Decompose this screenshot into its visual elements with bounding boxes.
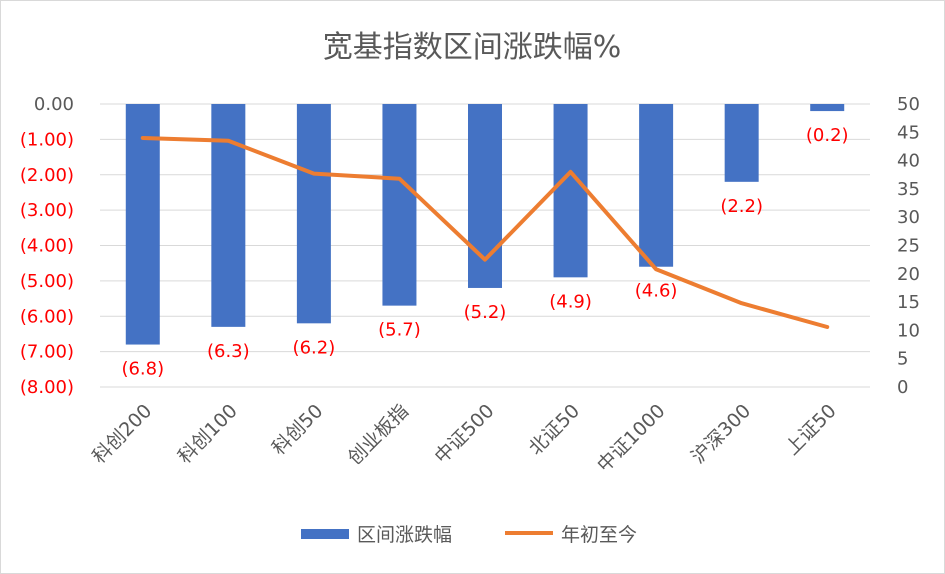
left-tick-label: (4.00) bbox=[20, 236, 74, 257]
legend: 区间涨跌幅 年初至今 bbox=[301, 524, 637, 546]
category-label: 科创200 bbox=[88, 400, 156, 468]
bar-data-label: (4.9) bbox=[549, 291, 592, 312]
category-label: 中证1000 bbox=[593, 400, 670, 477]
legend-label-bar: 区间涨跌幅 bbox=[357, 524, 452, 546]
bar bbox=[724, 104, 759, 182]
left-tick-label: (2.00) bbox=[20, 165, 74, 186]
bar bbox=[810, 104, 845, 112]
right-tick-label: 5 bbox=[897, 349, 908, 370]
bar-data-label: (5.7) bbox=[378, 320, 421, 341]
right-tick-label: 15 bbox=[897, 292, 920, 313]
bar-data-label: (6.8) bbox=[121, 359, 164, 380]
right-tick-label: 45 bbox=[897, 122, 920, 143]
left-tick-label: (1.00) bbox=[20, 129, 74, 150]
bar bbox=[382, 104, 417, 306]
right-tick-label: 0 bbox=[897, 377, 908, 398]
bar-data-label: (4.6) bbox=[635, 281, 678, 302]
bar bbox=[125, 104, 160, 345]
left-tick-label: 0.00 bbox=[34, 94, 74, 115]
left-axis: 0.00 (1.00) (2.00) (3.00) (4.00) (5.00) (6.00)… bbox=[20, 94, 74, 398]
bar-data-label: (6.3) bbox=[207, 341, 250, 362]
bar bbox=[639, 104, 674, 267]
chart-title: 宽基指数区间涨跌幅% bbox=[323, 30, 622, 65]
bar-data-label: (0.2) bbox=[806, 125, 849, 146]
category-label: 中证500 bbox=[430, 400, 498, 468]
bar-data-label: (5.2) bbox=[464, 302, 507, 323]
bar-data-labels: (6.8) (6.3) (6.2) (5.7) (5.2) (4.9) (4.6) (2.2)… bbox=[121, 125, 848, 379]
category-label: 创业板指 bbox=[344, 400, 413, 469]
bar-data-label: (2.2) bbox=[720, 196, 763, 217]
legend-swatch-bar bbox=[301, 529, 349, 539]
category-label: 科创50 bbox=[268, 400, 328, 460]
category-label: 北证50 bbox=[525, 400, 585, 460]
right-tick-label: 25 bbox=[897, 236, 920, 257]
legend-label-line: 年初至今 bbox=[561, 524, 637, 546]
bar bbox=[211, 104, 246, 327]
category-label: 沪深300 bbox=[687, 400, 755, 468]
right-axis: 0 5 10 15 20 25 30 35 40 45 50 bbox=[897, 94, 920, 398]
left-tick-label: (8.00) bbox=[20, 377, 74, 398]
right-tick-label: 20 bbox=[897, 264, 920, 285]
left-tick-label: (6.00) bbox=[20, 306, 74, 327]
left-tick-label: (5.00) bbox=[20, 271, 74, 292]
category-label: 科创100 bbox=[174, 400, 242, 468]
right-tick-label: 35 bbox=[897, 179, 920, 200]
right-tick-label: 50 bbox=[897, 94, 920, 115]
left-tick-label: (7.00) bbox=[20, 342, 74, 363]
bar bbox=[553, 104, 588, 278]
right-tick-label: 10 bbox=[897, 320, 920, 341]
left-tick-label: (3.00) bbox=[20, 200, 74, 221]
right-tick-label: 30 bbox=[897, 207, 920, 228]
category-label: 上证50 bbox=[781, 400, 841, 460]
right-tick-label: 40 bbox=[897, 151, 920, 172]
bar-data-label: (6.2) bbox=[293, 337, 336, 358]
line-series bbox=[140, 135, 830, 330]
category-axis: 科创200 科创100 科创50 创业板指 中证500 北证50 中证1000 沪深300 上证… bbox=[88, 400, 841, 477]
bar bbox=[296, 104, 331, 324]
